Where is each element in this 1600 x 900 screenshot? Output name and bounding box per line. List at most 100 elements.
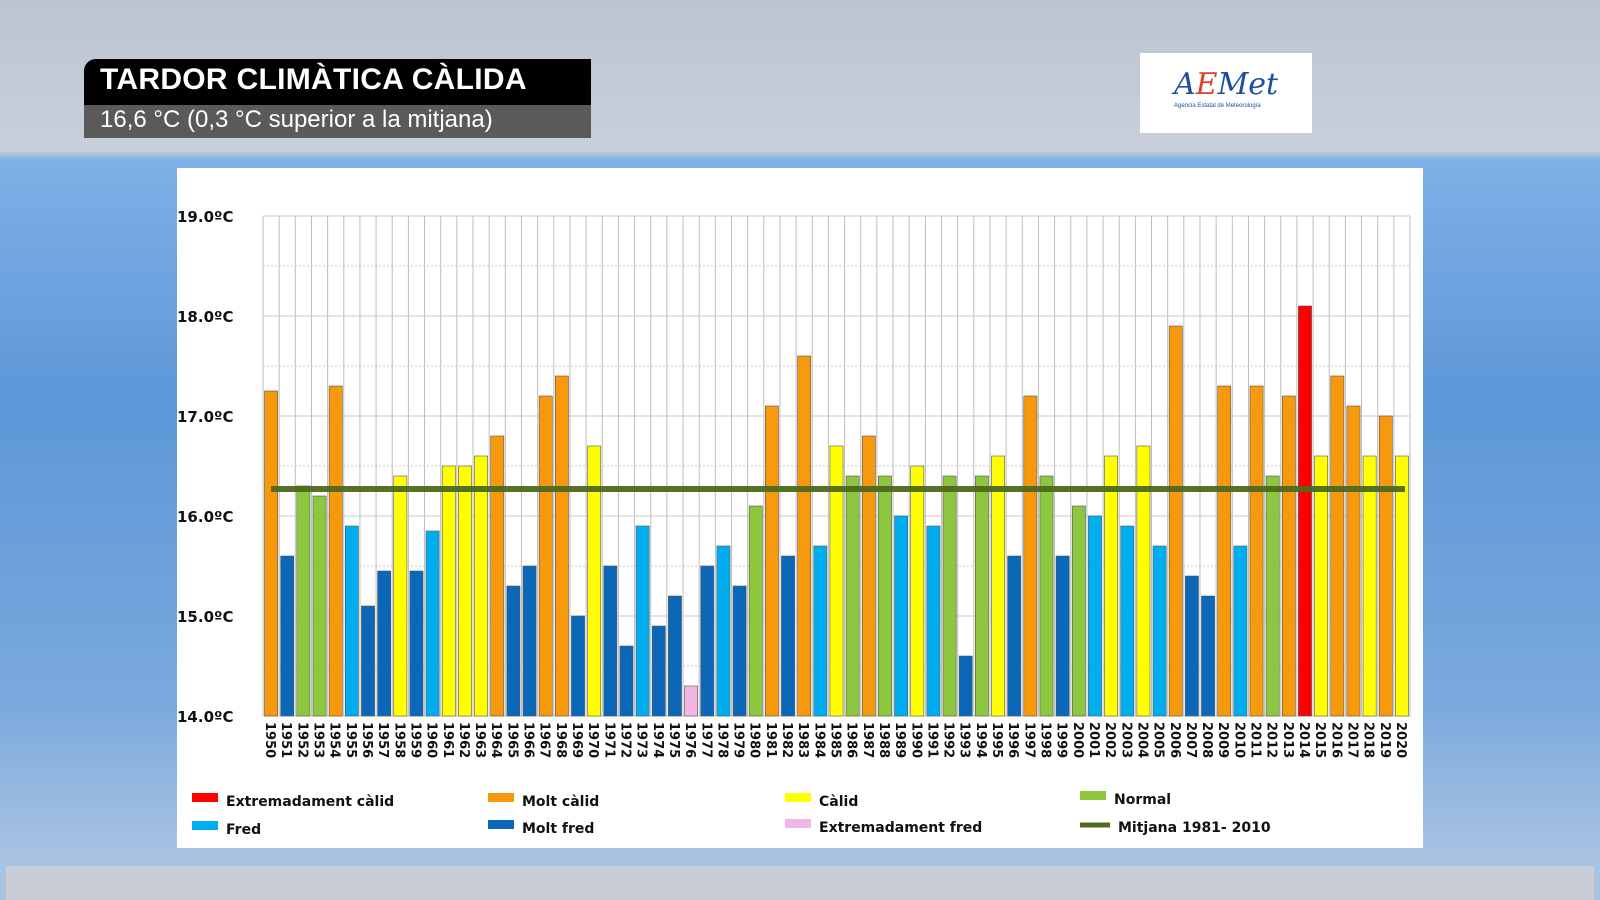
logo-mark: AEMet xyxy=(1174,67,1279,102)
x-tick-label: 1966 xyxy=(521,722,536,758)
bar-2020 xyxy=(1395,455,1409,717)
x-tick-label: 1988 xyxy=(876,722,891,758)
legend-label-n: Normal xyxy=(1114,792,1171,808)
bar-1952 xyxy=(296,485,311,717)
bar-1989 xyxy=(894,515,908,717)
x-tick-label: 2014 xyxy=(1296,722,1311,758)
y-tick-label: 15.0ºC xyxy=(177,608,233,626)
legend-label-mean: Mitjana 1981- 2010 xyxy=(1118,820,1271,836)
x-tick-label: 1956 xyxy=(359,722,374,758)
y-tick-label: 18.0ºC xyxy=(177,308,233,326)
bar-1970 xyxy=(587,445,602,717)
bar-2003 xyxy=(1120,525,1135,717)
bar-1996 xyxy=(1007,555,1022,717)
bar-1990 xyxy=(910,465,925,717)
x-tick-label: 1994 xyxy=(973,722,988,758)
bar-1993 xyxy=(958,655,973,717)
x-tick-label: 1980 xyxy=(747,722,762,758)
bar-1974 xyxy=(651,625,666,717)
bar-2010 xyxy=(1233,545,1248,717)
bar-2018 xyxy=(1362,455,1377,717)
x-tick-label: 1968 xyxy=(553,722,568,758)
x-tick-label: 1982 xyxy=(779,722,794,758)
x-tick-label: 2013 xyxy=(1280,722,1295,758)
bar-1951 xyxy=(280,555,295,717)
legend-label-mc: Molt càlid xyxy=(522,794,599,810)
footer-band xyxy=(6,866,1594,900)
y-tick-label: 16.0ºC xyxy=(177,508,233,526)
bar-1966 xyxy=(522,565,537,717)
bar-1972 xyxy=(619,645,634,717)
page-title: TARDOR CLIMÀTICA CÀLIDA xyxy=(100,63,527,96)
x-tick-label: 2003 xyxy=(1118,722,1133,758)
bar-1984 xyxy=(813,545,828,717)
bar-1981 xyxy=(765,405,779,717)
x-tick-label: 1989 xyxy=(892,722,907,758)
x-tick-label: 1951 xyxy=(278,722,293,758)
bar-1997 xyxy=(1023,395,1038,717)
x-tick-label: 1976 xyxy=(682,722,697,758)
x-tick-label: 1986 xyxy=(844,722,859,758)
bar-1994 xyxy=(975,475,989,717)
bar-1969 xyxy=(571,615,585,717)
bar-1961 xyxy=(441,465,456,717)
x-tick-label: 1964 xyxy=(488,722,503,758)
bar-2015 xyxy=(1314,455,1329,717)
x-tick-label: 1993 xyxy=(957,722,972,758)
bar-1978 xyxy=(716,545,731,717)
page-subtitle: 16,6 °C (0,3 °C superior a la mitjana) xyxy=(100,106,493,133)
bar-1980 xyxy=(748,505,763,717)
x-tick-label: 1962 xyxy=(456,722,471,758)
legend: Extremadament càlid Molt càlid Càlid Normal… xyxy=(192,791,1271,838)
bar-1950 xyxy=(264,390,278,717)
x-tick-label: 1997 xyxy=(1021,722,1036,758)
bar-1960 xyxy=(425,530,440,717)
x-tick-label: 1971 xyxy=(601,722,616,758)
x-tick-label: 1984 xyxy=(811,722,826,758)
x-tick-label: 2018 xyxy=(1361,722,1376,758)
bar-1977 xyxy=(700,565,715,717)
bar-1955 xyxy=(344,525,359,717)
bar-1964 xyxy=(490,435,505,717)
x-tick-label: 2020 xyxy=(1393,722,1408,758)
x-tick-label: 1995 xyxy=(989,722,1004,758)
x-tick-label: 2000 xyxy=(1070,722,1085,758)
legend-label-ef: Extremadament fred xyxy=(819,820,982,836)
bar-1963 xyxy=(474,455,488,717)
x-tick-label: 1996 xyxy=(1005,722,1020,758)
bar-1983 xyxy=(797,355,812,717)
bar-1986 xyxy=(845,475,860,717)
bar-1985 xyxy=(829,445,844,717)
bar-2002 xyxy=(1104,455,1119,717)
y-tick-label: 17.0ºC xyxy=(177,408,233,426)
x-tick-label: 1955 xyxy=(343,722,358,758)
bar-1999 xyxy=(1055,555,1070,717)
x-tick-label: 1992 xyxy=(941,722,956,758)
x-tick-label: 1979 xyxy=(731,722,746,758)
bars xyxy=(264,305,1409,717)
bar-2014 xyxy=(1298,305,1312,717)
bar-1959 xyxy=(409,570,424,717)
bar-2011 xyxy=(1249,385,1264,717)
x-tick-label: 1963 xyxy=(472,722,487,758)
x-tick-label: 1973 xyxy=(634,722,649,758)
bar-1975 xyxy=(668,595,682,717)
bar-1965 xyxy=(506,585,521,717)
bar-1987 xyxy=(861,435,876,717)
bar-1954 xyxy=(328,385,343,717)
x-tick-label: 2005 xyxy=(1151,722,1166,758)
x-tick-label: 1967 xyxy=(537,722,552,758)
x-tick-label: 1990 xyxy=(908,722,923,758)
x-tick-label: 1975 xyxy=(666,722,681,758)
bar-1971 xyxy=(603,565,618,717)
bar-2017 xyxy=(1346,405,1361,717)
x-tick-label: 1958 xyxy=(391,722,406,758)
bar-1953 xyxy=(312,495,327,717)
title-box xyxy=(84,59,591,105)
x-tick-label: 2019 xyxy=(1377,722,1392,758)
aemet-logo: AEMet Agencia Estatal de Meteorología xyxy=(1140,53,1312,133)
x-tick-label: 2004 xyxy=(1134,722,1149,758)
x-tick-label: 1954 xyxy=(327,722,342,758)
bar-2007 xyxy=(1185,575,1199,717)
